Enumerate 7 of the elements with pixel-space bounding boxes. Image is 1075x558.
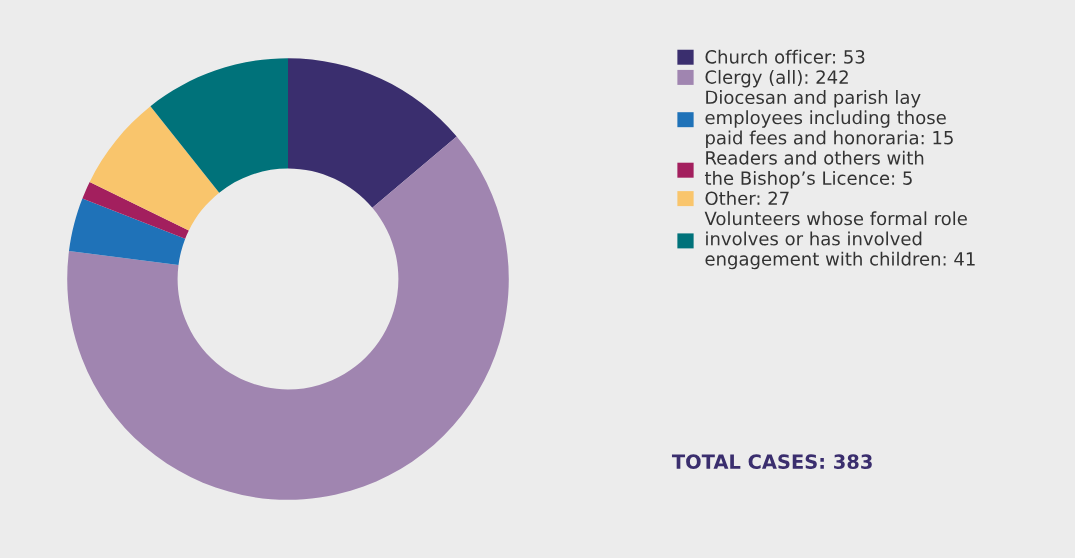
legend-label: Clergy (all): 242 xyxy=(705,69,848,88)
legend-label: Volunteers whose formal role involves or has involved engagement with children: 41 xyxy=(704,211,975,270)
legend-label: Church officer: 53 xyxy=(705,49,865,64)
legend-label: Other: 27 xyxy=(705,191,789,206)
legend-label: Readers and others with the Bishop’s Licence: 5 xyxy=(704,150,924,189)
text: TOTAL CASES: 383 xyxy=(671,454,872,469)
legend-label: Diocesan and parish lay employees including those paid fees and honoraria: 15 xyxy=(705,90,953,149)
